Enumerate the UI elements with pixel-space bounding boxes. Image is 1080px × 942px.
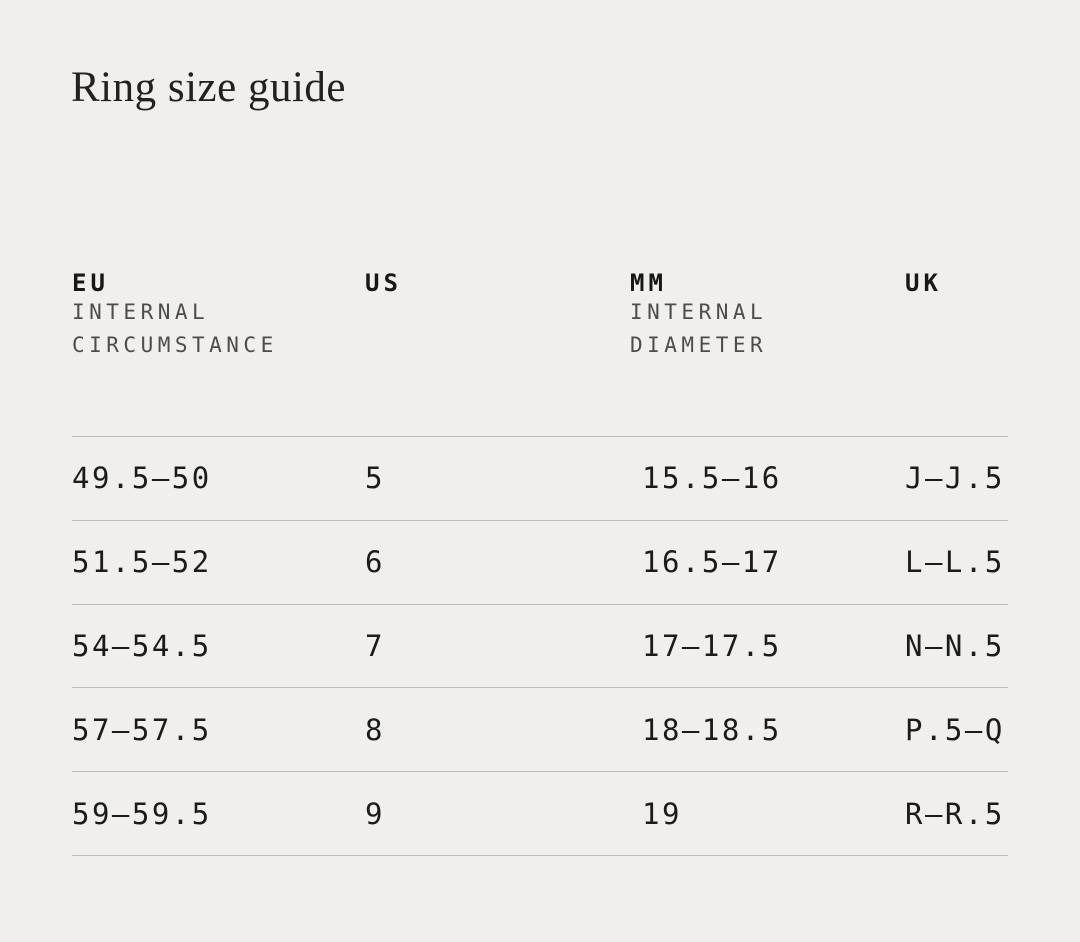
cell-mm: 17—17.5 (642, 628, 782, 663)
cell-eu: 49.5—50 (72, 461, 212, 496)
column-header-uk-label: UK (905, 269, 942, 297)
cell-us: 7 (365, 628, 385, 663)
cell-us: 6 (365, 545, 385, 580)
cell-us: 8 (365, 712, 385, 747)
cell-us: 5 (365, 461, 385, 496)
column-header-eu-subline-1: INTERNAL (72, 300, 210, 324)
cell-mm: 16.5—17 (642, 545, 782, 580)
column-header-eu: EU INTERNAL CIRCUMSTANCE (72, 270, 365, 362)
column-header-eu-label: EU (72, 269, 109, 297)
column-header-mm-subline-1: INTERNAL (630, 300, 768, 324)
cell-uk: P.5—Q (905, 712, 1005, 747)
column-header-us-label: US (365, 269, 402, 297)
ring-size-table: EU INTERNAL CIRCUMSTANCE US MM INTERNAL … (72, 270, 1008, 856)
cell-uk: N—N.5 (905, 628, 1005, 663)
column-header-us: US (365, 270, 630, 296)
column-header-mm-subline-2: DIAMETER (630, 333, 768, 357)
cell-eu: 59—59.5 (72, 796, 212, 831)
cell-eu: 57—57.5 (72, 712, 212, 747)
cell-us: 9 (365, 796, 385, 831)
cell-uk: J—J.5 (905, 461, 1005, 496)
cell-uk: L—L.5 (905, 545, 1005, 580)
cell-mm: 15.5—16 (642, 461, 782, 496)
table-row: 59—59.5 9 19 R—R.5 (72, 771, 1008, 855)
cell-mm: 18—18.5 (642, 712, 782, 747)
table-row: 49.5—50 5 15.5—16 J—J.5 (72, 436, 1008, 520)
table-row: 54—54.5 7 17—17.5 N—N.5 (72, 603, 1008, 688)
cell-uk: R—R.5 (905, 796, 1005, 831)
column-header-mm-label: MM (630, 269, 667, 297)
table-row: 57—57.5 8 18—18.5 P.5—Q (72, 687, 1008, 771)
cell-eu: 54—54.5 (72, 628, 212, 663)
table-row: 51.5—52 6 16.5—17 L—L.5 (72, 519, 1008, 604)
cell-mm: 19 (642, 796, 682, 831)
page-title: Ring size guide (71, 64, 347, 111)
column-header-uk: UK (905, 270, 1008, 296)
table-body: 49.5—50 5 15.5—16 J—J.5 51.5—52 6 16.5—1… (72, 436, 1008, 856)
table-header-row: EU INTERNAL CIRCUMSTANCE US MM INTERNAL … (72, 270, 1008, 362)
column-header-eu-subline-2: CIRCUMSTANCE (72, 333, 278, 357)
cell-eu: 51.5—52 (72, 545, 212, 580)
column-header-mm: MM INTERNAL DIAMETER (630, 270, 905, 362)
